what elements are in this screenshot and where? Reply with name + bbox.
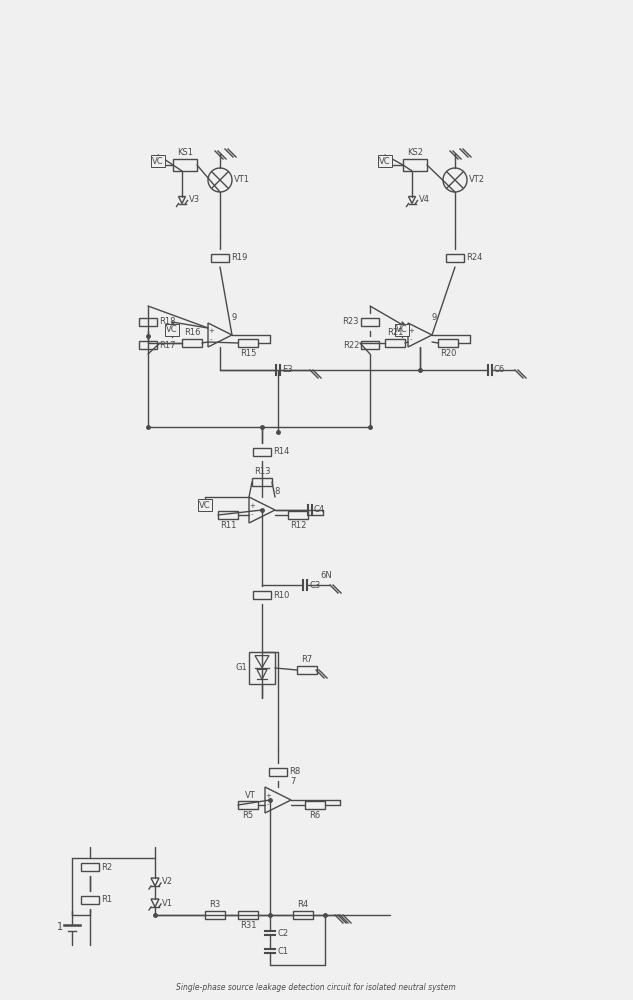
Bar (252, 478, 272, 486)
Text: E3: E3 (282, 365, 292, 374)
Bar (403, 159, 427, 171)
Text: R24: R24 (466, 253, 482, 262)
Text: R19: R19 (231, 253, 248, 262)
Text: VC: VC (199, 500, 211, 510)
Text: V1: V1 (162, 898, 173, 908)
Text: R1: R1 (101, 896, 112, 904)
Bar (269, 768, 287, 776)
Bar (205, 911, 225, 919)
Text: KS1: KS1 (177, 148, 193, 157)
Text: R5: R5 (242, 811, 254, 820)
Text: R6: R6 (310, 811, 321, 820)
Text: VT: VT (245, 790, 256, 800)
Text: 7: 7 (290, 777, 296, 786)
Bar (438, 339, 458, 347)
Text: R14: R14 (273, 448, 289, 456)
Bar (293, 911, 313, 919)
Text: -: - (410, 336, 412, 342)
Text: R20: R20 (440, 349, 456, 358)
Text: R4: R4 (298, 900, 308, 909)
Text: R23: R23 (342, 318, 359, 326)
Text: R17: R17 (159, 340, 175, 350)
Bar (238, 801, 258, 809)
Text: +: + (265, 793, 271, 799)
Bar (139, 318, 157, 326)
Text: -: - (266, 801, 269, 807)
Text: +: + (408, 328, 414, 334)
Text: R15: R15 (240, 349, 256, 358)
Text: VC: VC (379, 156, 391, 165)
Text: R22: R22 (342, 340, 359, 350)
Text: VC: VC (396, 326, 408, 334)
Text: V4: V4 (418, 196, 430, 205)
Text: C2: C2 (277, 928, 288, 938)
Text: C6: C6 (494, 365, 505, 374)
Bar (446, 254, 464, 262)
Text: R31: R31 (240, 921, 256, 930)
Bar (182, 339, 202, 347)
Bar (361, 341, 379, 349)
Text: 9: 9 (431, 313, 436, 322)
Text: VT2: VT2 (469, 176, 485, 184)
Bar (81, 863, 99, 871)
Text: R7: R7 (301, 655, 313, 664)
Text: 6N: 6N (320, 571, 332, 580)
Text: R12: R12 (290, 521, 306, 530)
Bar (288, 511, 308, 519)
Text: +: + (208, 328, 214, 334)
Bar (361, 318, 379, 326)
Bar (238, 339, 258, 347)
Text: +: + (249, 503, 255, 509)
Bar (253, 448, 271, 456)
Text: R13: R13 (254, 467, 270, 476)
Text: R10: R10 (273, 590, 289, 599)
Bar (139, 341, 157, 349)
Text: V3: V3 (189, 196, 199, 205)
Bar (218, 511, 238, 519)
Bar (211, 254, 229, 262)
Text: V2: V2 (162, 878, 173, 886)
Text: R18: R18 (159, 318, 175, 326)
Text: -: - (251, 511, 253, 517)
Text: VC: VC (152, 156, 164, 165)
Text: R8: R8 (289, 768, 300, 776)
Text: -: - (210, 336, 212, 342)
Bar (173, 159, 197, 171)
Text: R11: R11 (220, 521, 236, 530)
Text: R16: R16 (184, 328, 200, 337)
Text: R21: R21 (387, 328, 403, 337)
Bar (297, 666, 317, 674)
Text: 9: 9 (231, 313, 236, 322)
Bar (238, 911, 258, 919)
Text: R3: R3 (210, 900, 221, 909)
Bar (253, 591, 271, 599)
Text: VT1: VT1 (234, 176, 250, 184)
Bar (249, 652, 275, 684)
Text: R2: R2 (101, 862, 112, 871)
Text: C3: C3 (309, 580, 320, 589)
Bar (81, 896, 99, 904)
Bar (385, 339, 405, 347)
Text: Single-phase source leakage detection circuit for isolated neutral system: Single-phase source leakage detection ci… (176, 983, 456, 992)
Text: 8: 8 (274, 487, 279, 496)
Text: G1: G1 (235, 664, 247, 672)
Bar (305, 801, 325, 809)
Text: C4: C4 (314, 506, 325, 514)
Text: C1: C1 (277, 946, 288, 956)
Text: 1: 1 (57, 922, 63, 932)
Text: VC: VC (166, 326, 178, 334)
Text: KS2: KS2 (407, 148, 423, 157)
